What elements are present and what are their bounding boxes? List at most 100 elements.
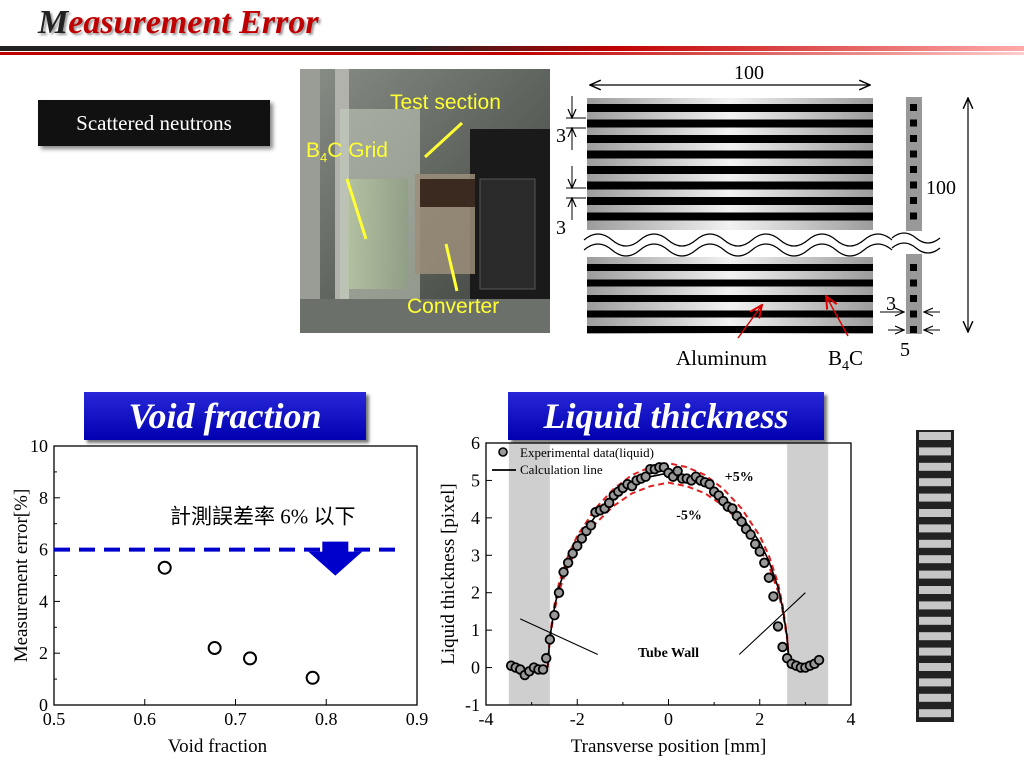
strip-bright-band xyxy=(919,647,951,656)
strip-bright-band xyxy=(919,539,951,548)
y-tick-label: 6 xyxy=(471,433,480,453)
break-wave-1 xyxy=(583,233,893,247)
x-tick-label: 0.5 xyxy=(43,709,66,729)
strip-bright-band xyxy=(919,616,951,625)
y-tick-label: 1 xyxy=(471,620,480,640)
data-point xyxy=(562,557,574,568)
void-fraction-chart: 0.5 0.6 0.7 0.8 0.9 0 2 4 6 8 10 Void fraction Measu… xyxy=(0,430,440,768)
neutron-image-strip xyxy=(916,430,954,722)
data-point xyxy=(603,497,615,509)
x-tick-label: -4 xyxy=(479,709,494,729)
label-b4c-rest: C Grid xyxy=(327,139,388,162)
grid-block-top xyxy=(587,98,873,230)
y-tick-label: 5 xyxy=(471,470,480,490)
grid-diagram: 100 3 3 100 3 5 Aluminum B4C xyxy=(548,60,1024,380)
b4c-stripe xyxy=(587,104,873,112)
side-dot xyxy=(910,181,917,189)
title-rest: easurement Error xyxy=(68,4,319,41)
data-point xyxy=(305,670,320,685)
data-point xyxy=(704,478,715,490)
title-rule-accent xyxy=(0,52,1024,55)
b4c-stripes-bottom xyxy=(587,264,873,333)
data-point xyxy=(813,654,825,666)
side-dot xyxy=(910,197,917,204)
label-aluminum: Aluminum xyxy=(676,346,767,370)
b4c-stripe xyxy=(587,150,873,159)
x-tick-label: 0.8 xyxy=(315,709,338,729)
data-point xyxy=(749,538,761,550)
strip-bright-band xyxy=(919,632,951,641)
threshold-annotation: 計測誤差率 6% 以下 xyxy=(170,505,356,529)
side-dot xyxy=(910,135,917,142)
title-rule xyxy=(0,46,1024,51)
b4c-stripe xyxy=(587,119,873,128)
liquid-thickness-chart: -4 -2 0 2 4 -1 0 1 2 3 4 5 6 Transverse position [mm]… xyxy=(430,430,880,768)
dim-side-3: 3 xyxy=(886,293,896,315)
legend-calculation: Calculation line xyxy=(520,462,603,477)
y-axis-label: Measurement error[%] xyxy=(11,489,32,663)
strip-bright-band xyxy=(919,447,951,456)
void-fraction-chart-svg: 0.5 0.6 0.7 0.8 0.9 0 2 4 6 8 10 Void fraction Measu… xyxy=(11,436,428,757)
y-tick-label: 0 xyxy=(471,658,480,678)
strip-bright-band xyxy=(919,601,951,610)
y-tick-label: 10 xyxy=(30,436,48,456)
slide-title: Measurement Error xyxy=(38,4,319,42)
b4c-stripe xyxy=(587,279,873,287)
x-tick-label: 0.7 xyxy=(224,709,247,729)
data-point xyxy=(541,653,552,664)
down-arrow-icon xyxy=(308,541,363,576)
dim-top-width: 100 xyxy=(734,62,764,84)
label-minus-5: -5% xyxy=(676,509,702,524)
label-b4c-c: C xyxy=(849,346,863,370)
strip-bright-band xyxy=(919,570,951,579)
grid-diagram-svg: 100 3 3 100 3 5 Aluminum B4C xyxy=(556,62,1024,374)
side-view-dots xyxy=(910,104,917,333)
x-tick-label: -2 xyxy=(570,709,585,729)
dim-pitch-1: 3 xyxy=(556,125,566,147)
strip-bright-band xyxy=(919,693,951,702)
side-dot xyxy=(910,279,917,287)
side-dot xyxy=(910,264,917,271)
aluminum-pointer xyxy=(737,305,762,339)
y-tick-label: -1 xyxy=(465,695,480,715)
side-break-1 xyxy=(891,232,941,244)
b4c-pointer xyxy=(826,296,849,337)
y-tick-label: 0 xyxy=(39,695,48,715)
data-point xyxy=(576,533,588,544)
x-axis-label: Transverse position [mm] xyxy=(571,736,767,757)
label-tube-wall: Tube Wall xyxy=(638,646,699,661)
label-b4c-sub: 4 xyxy=(842,359,849,374)
tube-wall-pointer-right xyxy=(738,592,806,655)
b4c-stripe xyxy=(587,310,873,318)
side-dot xyxy=(910,212,917,220)
data-point xyxy=(745,529,756,540)
data-point xyxy=(243,651,258,666)
dim-height: 100 xyxy=(926,177,956,199)
label-converter: Converter xyxy=(407,295,500,318)
plus-5-band xyxy=(546,462,791,668)
label-b4c: B4C xyxy=(828,346,863,374)
legend-marker xyxy=(498,447,508,457)
strip-bright-band xyxy=(919,555,951,564)
side-dot xyxy=(910,119,917,127)
data-point xyxy=(553,587,565,598)
side-dot xyxy=(910,150,917,158)
x-tick-label: 2 xyxy=(755,709,764,729)
b4c-stripe xyxy=(587,197,873,205)
b4c-stripe xyxy=(587,212,873,221)
data-point xyxy=(672,465,683,477)
side-dot xyxy=(910,295,917,302)
liquid-thickness-chart-svg: -4 -2 0 2 4 -1 0 1 2 3 4 5 6 Transverse position [mm]… xyxy=(438,433,856,757)
data-point xyxy=(558,566,569,578)
neutron-image-svg xyxy=(919,432,951,718)
x-axis-label: Void fraction xyxy=(168,736,268,757)
b4c-stripe xyxy=(587,264,873,271)
apparatus-illustration xyxy=(300,69,550,333)
y-axis-label: Liquid thickness [pixel] xyxy=(438,483,459,665)
b4c-stripes-top xyxy=(587,104,873,221)
data-point xyxy=(537,664,549,675)
strip-bright-band xyxy=(919,663,951,671)
plot-frame xyxy=(53,445,418,706)
dim-pitch-2: 3 xyxy=(556,217,566,239)
label-b4c-b: B xyxy=(828,346,842,370)
